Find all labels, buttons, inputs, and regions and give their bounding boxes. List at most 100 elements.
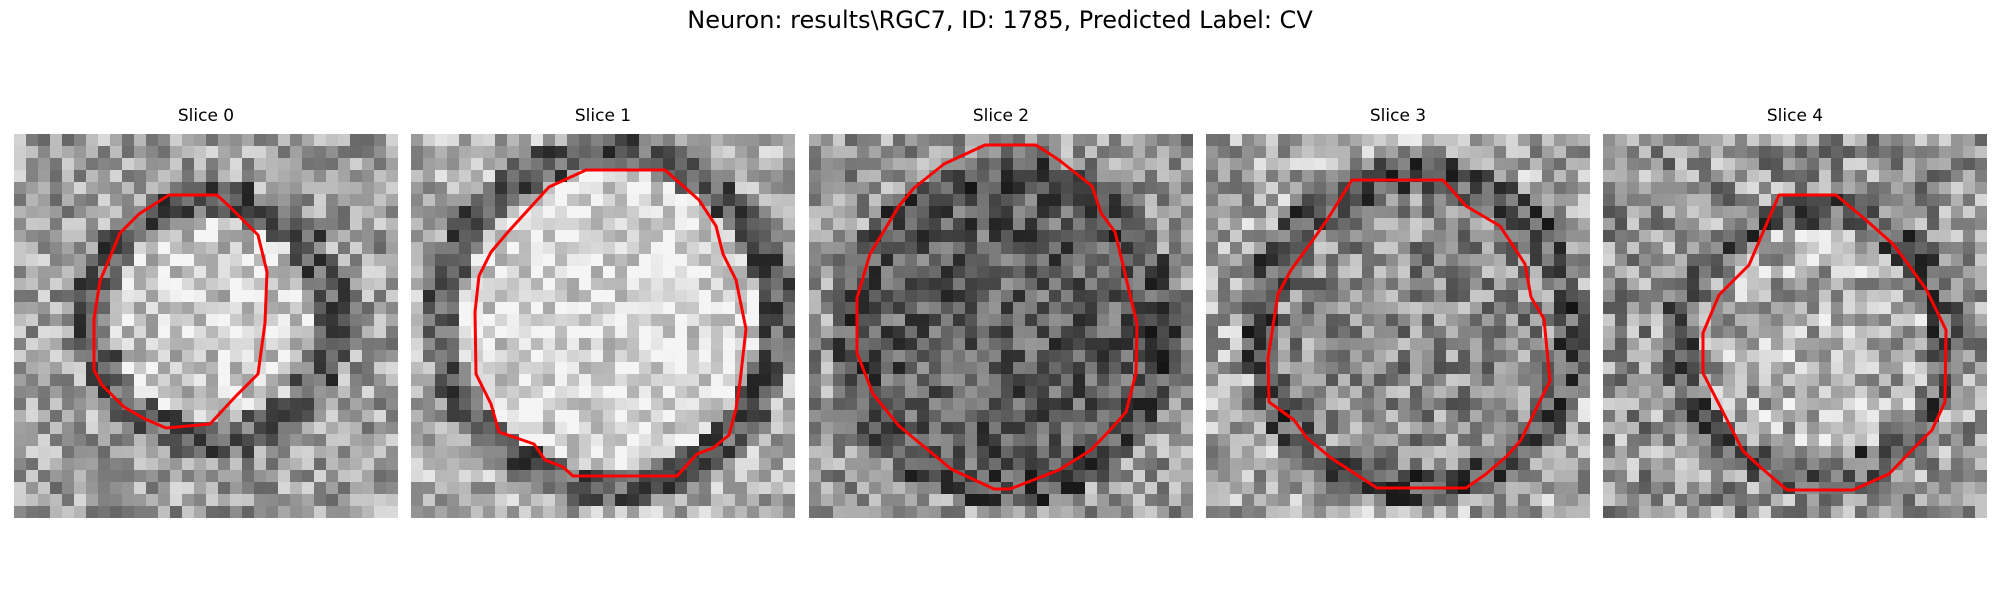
pixel-cell bbox=[1109, 254, 1122, 267]
pixel-cell bbox=[663, 506, 676, 518]
pixel-cell bbox=[1230, 242, 1243, 255]
pixel-cell bbox=[471, 194, 484, 207]
pixel-cell bbox=[1254, 242, 1267, 255]
pixel-cell bbox=[1615, 398, 1628, 411]
pixel-cell bbox=[1169, 170, 1182, 183]
pixel-cell bbox=[603, 302, 616, 315]
pixel-cell bbox=[86, 326, 99, 339]
pixel-cell bbox=[1290, 206, 1303, 219]
pixel-cell bbox=[845, 482, 858, 495]
pixel-cell bbox=[1362, 350, 1375, 363]
pixel-cell bbox=[881, 194, 894, 207]
pixel-cell bbox=[1061, 446, 1074, 459]
pixel-cell bbox=[893, 458, 906, 471]
pixel-cell bbox=[447, 326, 460, 339]
pixel-cell bbox=[507, 290, 520, 303]
pixel-cell bbox=[170, 278, 183, 291]
pixel-cell bbox=[821, 494, 834, 507]
pixel-cell bbox=[338, 350, 351, 363]
pixel-cell bbox=[242, 206, 255, 219]
pixel-cell bbox=[471, 398, 484, 411]
pixel-cell bbox=[1085, 386, 1098, 399]
pixel-cell bbox=[1266, 266, 1279, 279]
pixel-cell bbox=[1254, 302, 1267, 315]
pixel-cell bbox=[1903, 338, 1916, 351]
pixel-cell bbox=[723, 158, 736, 171]
pixel-cell bbox=[1242, 326, 1255, 339]
pixel-cell bbox=[1206, 410, 1219, 423]
pixel-cell bbox=[579, 314, 592, 327]
pixel-cell bbox=[495, 470, 508, 483]
pixel-cell bbox=[1723, 230, 1736, 243]
pixel-cell bbox=[711, 194, 724, 207]
pixel-cell bbox=[134, 470, 147, 483]
pixel-cell bbox=[1350, 314, 1363, 327]
pixel-cell bbox=[326, 470, 339, 483]
pixel-cell bbox=[98, 446, 111, 459]
pixel-cell bbox=[459, 158, 472, 171]
pixel-cell bbox=[591, 410, 604, 423]
pixel-cell bbox=[206, 206, 219, 219]
pixel-cell bbox=[567, 182, 580, 195]
pixel-cell bbox=[1939, 194, 1952, 207]
pixel-cell bbox=[1807, 242, 1820, 255]
pixel-cell bbox=[146, 182, 159, 195]
pixel-cell bbox=[893, 410, 906, 423]
pixel-cell bbox=[1482, 398, 1495, 411]
pixel-cell bbox=[1771, 434, 1784, 447]
pixel-cell bbox=[723, 470, 736, 483]
pixel-cell bbox=[447, 134, 460, 147]
pixel-cell bbox=[1687, 254, 1700, 267]
pixel-cell bbox=[411, 434, 424, 447]
pixel-cell bbox=[1458, 194, 1471, 207]
pixel-cell bbox=[14, 242, 27, 255]
pixel-cell bbox=[1687, 146, 1700, 159]
pixel-cell bbox=[1398, 266, 1411, 279]
pixel-cell bbox=[1242, 410, 1255, 423]
pixel-cell bbox=[110, 326, 123, 339]
pixel-cell bbox=[989, 398, 1002, 411]
pixel-cell bbox=[953, 230, 966, 243]
pixel-cell bbox=[218, 302, 231, 315]
pixel-cell bbox=[1338, 134, 1351, 147]
pixel-cell bbox=[1651, 230, 1664, 243]
pixel-cell bbox=[1603, 158, 1616, 171]
pixel-cell bbox=[615, 398, 628, 411]
pixel-cell bbox=[639, 362, 652, 375]
pixel-cell bbox=[663, 398, 676, 411]
pixel-cell bbox=[1049, 506, 1062, 518]
pixel-cell bbox=[1434, 146, 1447, 159]
pixel-cell bbox=[1458, 230, 1471, 243]
pixel-cell bbox=[194, 482, 207, 495]
pixel-cell bbox=[1795, 242, 1808, 255]
pixel-cell bbox=[869, 446, 882, 459]
pixel-cell bbox=[555, 386, 568, 399]
pixel-cell bbox=[1771, 314, 1784, 327]
pixel-cell bbox=[905, 206, 918, 219]
pixel-cell bbox=[783, 326, 795, 339]
pixel-cell bbox=[62, 134, 75, 147]
pixel-cell bbox=[845, 350, 858, 363]
pixel-cell bbox=[1518, 158, 1531, 171]
pixel-cell bbox=[1446, 338, 1459, 351]
pixel-cell bbox=[869, 338, 882, 351]
pixel-cell bbox=[591, 218, 604, 231]
pixel-cell bbox=[314, 350, 327, 363]
pixel-cell bbox=[326, 158, 339, 171]
pixel-cell bbox=[809, 290, 822, 303]
pixel-cell bbox=[1242, 158, 1255, 171]
pixel-cell bbox=[1687, 218, 1700, 231]
pixel-cell bbox=[110, 266, 123, 279]
pixel-cell bbox=[326, 386, 339, 399]
pixel-cell bbox=[1651, 302, 1664, 315]
pixel-cell bbox=[158, 146, 171, 159]
pixel-cell bbox=[905, 506, 918, 518]
pixel-cell bbox=[1386, 434, 1399, 447]
pixel-cell bbox=[1254, 410, 1267, 423]
pixel-cell bbox=[1494, 482, 1507, 495]
pixel-cell bbox=[1073, 458, 1086, 471]
pixel-cell bbox=[326, 278, 339, 291]
pixel-cell bbox=[1362, 422, 1375, 435]
pixel-cell bbox=[158, 338, 171, 351]
grayscale-pixel-grid-3 bbox=[1206, 134, 1590, 518]
